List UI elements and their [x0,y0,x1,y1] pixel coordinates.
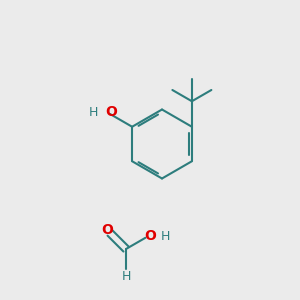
Text: O: O [101,223,113,237]
Text: O: O [106,106,118,119]
Text: H: H [89,106,98,119]
Text: O: O [144,229,156,243]
Text: H: H [121,269,131,283]
Text: H: H [160,230,170,243]
